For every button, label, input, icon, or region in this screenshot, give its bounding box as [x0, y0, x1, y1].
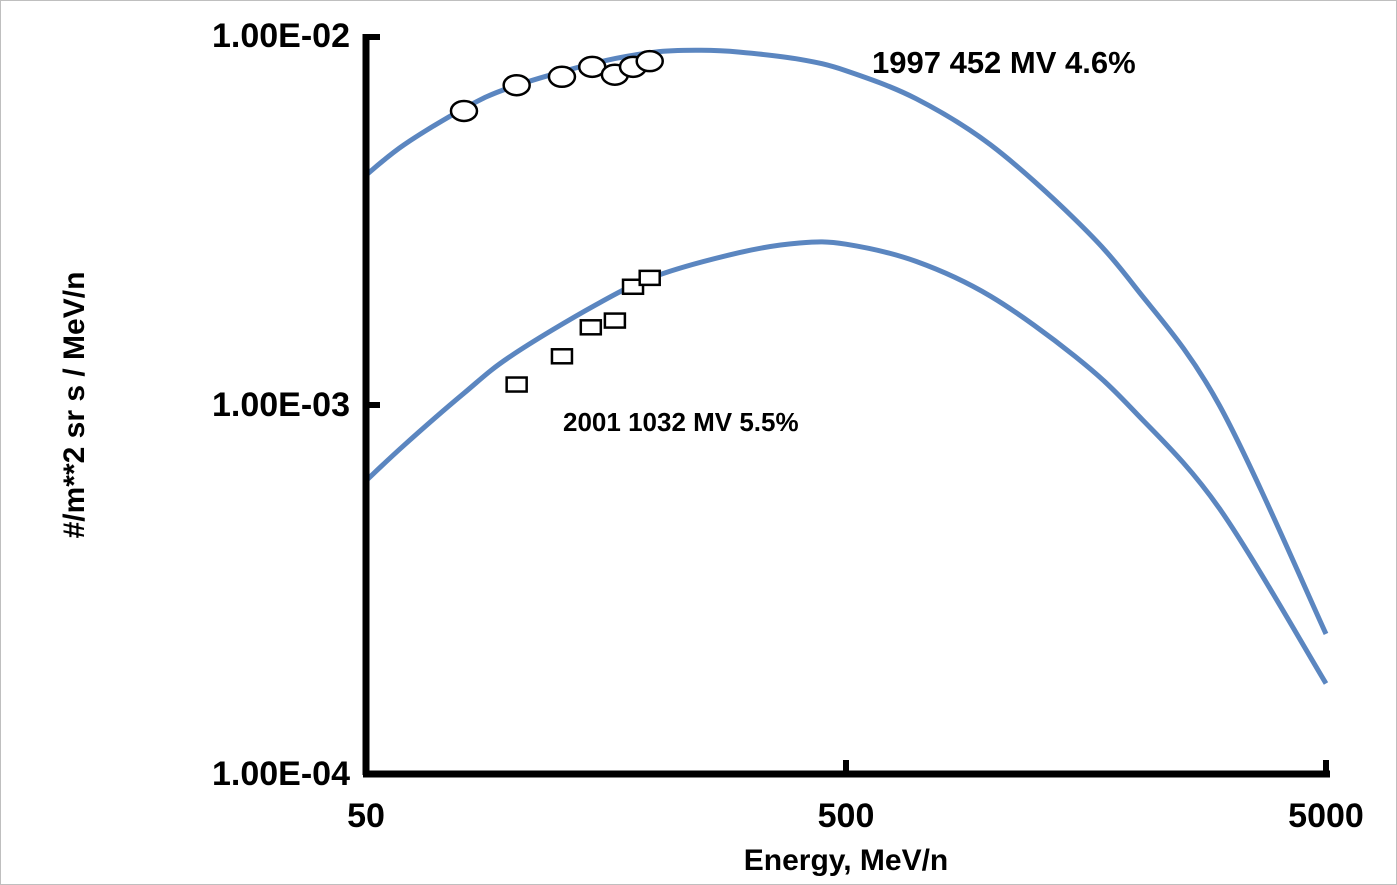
data-point-square [505, 376, 528, 393]
y-ticks: 1.00E-02 1.00E-03 1.00E-04 [212, 17, 380, 793]
series-curve-1 [364, 239, 1329, 685]
y-tick-label: 1.00E-02 [212, 17, 350, 55]
x-tick-label: 500 [818, 797, 875, 835]
data-point-square [550, 348, 574, 365]
points-layer [449, 49, 664, 393]
series-curve-0 [364, 47, 1329, 635]
series-label-1997: 1997 452 MV 4.6% [872, 45, 1136, 80]
x-tick-label: 5000 [1288, 797, 1364, 835]
x-tick-label: 50 [347, 797, 385, 835]
x-ticks: 50 500 5000 [347, 760, 1364, 835]
data-point-square [603, 312, 627, 329]
curves-layer [364, 47, 1329, 685]
data-point-square [621, 278, 645, 296]
y-tick-label: 1.00E-04 [212, 755, 350, 793]
series-label-2001: 2001 1032 MV 5.5% [563, 407, 799, 437]
x-axis-title: Energy, MeV/n [744, 844, 949, 877]
y-axis-title: #/m**2 sr s / MeV/n [58, 272, 91, 539]
data-point-circle [635, 49, 664, 73]
data-point-square [579, 319, 603, 336]
data-point-circle [449, 99, 479, 123]
y-tick-label: 1.00E-03 [212, 386, 350, 424]
data-point-square [638, 269, 661, 287]
data-point-circle [547, 65, 577, 89]
data-point-circle [502, 73, 531, 97]
